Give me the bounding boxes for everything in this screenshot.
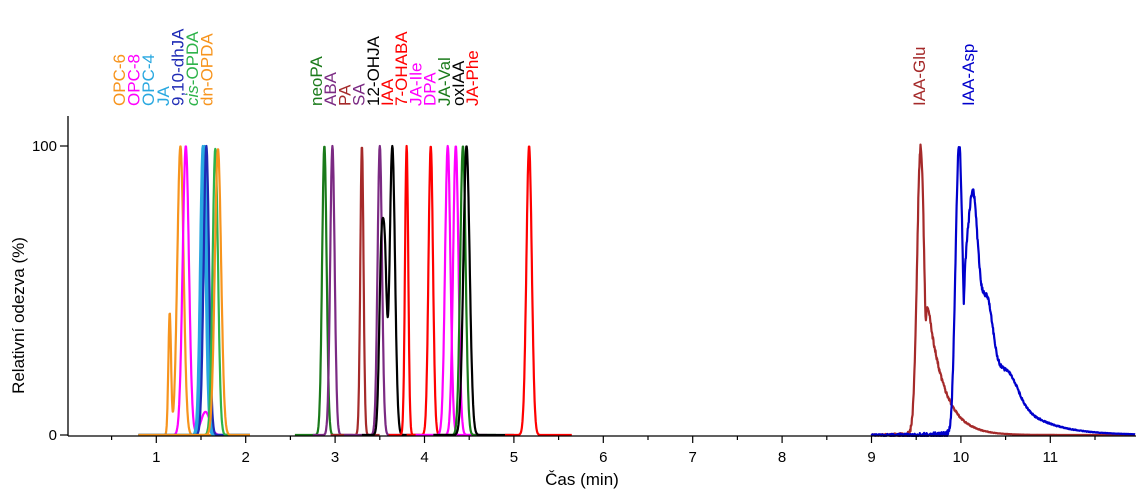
- trace-iaa-asp: [870, 146, 1136, 437]
- x-tick-label: 8: [778, 449, 786, 466]
- x-tick-label: 10: [953, 449, 970, 466]
- peak-label: neoPA: [307, 56, 326, 106]
- peak-label: OPC-6: [110, 54, 129, 106]
- peak-label: IAA-Glu: [910, 46, 929, 106]
- chromatogram-traces: [137, 143, 1136, 437]
- peak-labels: OPC-6OPC-8OPC-4JA9,10-dhJAcis-OPDAdn-OPD…: [110, 28, 978, 106]
- trace-cis-opda: [137, 147, 251, 437]
- trace-dn-opda: [137, 148, 251, 437]
- peak-label: IAA-Asp: [959, 44, 978, 106]
- x-tick-label: 5: [510, 449, 518, 466]
- trace-oxiaa: [432, 145, 515, 437]
- axes: [67, 116, 1136, 437]
- trace-9-10-dhja: [137, 144, 251, 437]
- axis-ticks: 1 2 3 4 5 6 7 8 9 10 11 0 100: [32, 138, 1096, 466]
- trace-opc-8: [137, 145, 251, 437]
- trace-iaa-glu: [870, 143, 1136, 437]
- x-tick-label: 2: [242, 449, 250, 466]
- trace-pa: [329, 146, 381, 437]
- peak-label: oxIAA: [449, 60, 468, 106]
- peak-label: cis-OPDA: [183, 31, 202, 106]
- peak-label: IAA: [378, 78, 397, 106]
- y-tick-label: 0: [49, 427, 57, 444]
- x-tick-label: 1: [152, 449, 160, 466]
- x-tick-label: 11: [1043, 449, 1059, 466]
- trace-opc-6: [137, 145, 251, 437]
- trace-ja: [137, 144, 251, 437]
- x-tick-label: 3: [331, 449, 339, 466]
- x-axis-title: Čas (min): [545, 470, 619, 489]
- peak-label: OPC-4: [139, 54, 158, 106]
- y-tick-label: 100: [32, 138, 57, 155]
- peak-label: ABA: [321, 71, 340, 106]
- peak-label: JA-Ile: [406, 63, 425, 106]
- peak-label: OPC-8: [125, 54, 144, 106]
- peak-label: PA: [335, 84, 354, 106]
- peak-label: 7-OHABA: [392, 31, 411, 106]
- x-tick-label: 7: [689, 449, 697, 466]
- x-tick-label: 6: [599, 449, 607, 466]
- trace-aba: [312, 144, 354, 437]
- x-tick-label: 4: [420, 449, 428, 466]
- peak-label: JA-Phe: [463, 50, 482, 106]
- trace-ja-phe: [504, 145, 573, 437]
- peak-label: JA-Val: [435, 57, 454, 106]
- peak-label: 9,10-dhJA: [168, 28, 187, 106]
- trace-12-ohja: [361, 144, 421, 437]
- trace-opc-4: [137, 144, 251, 437]
- peak-label: 12-OHJA: [364, 35, 383, 106]
- y-axis-title: Relativní odezva (%): [9, 237, 28, 394]
- x-tick-label: 9: [867, 449, 875, 466]
- peak-label: DPA: [421, 72, 440, 106]
- peak-label: SA: [350, 83, 369, 106]
- peak-label: JA: [154, 86, 173, 107]
- peak-label: dn-OPDA: [198, 33, 217, 106]
